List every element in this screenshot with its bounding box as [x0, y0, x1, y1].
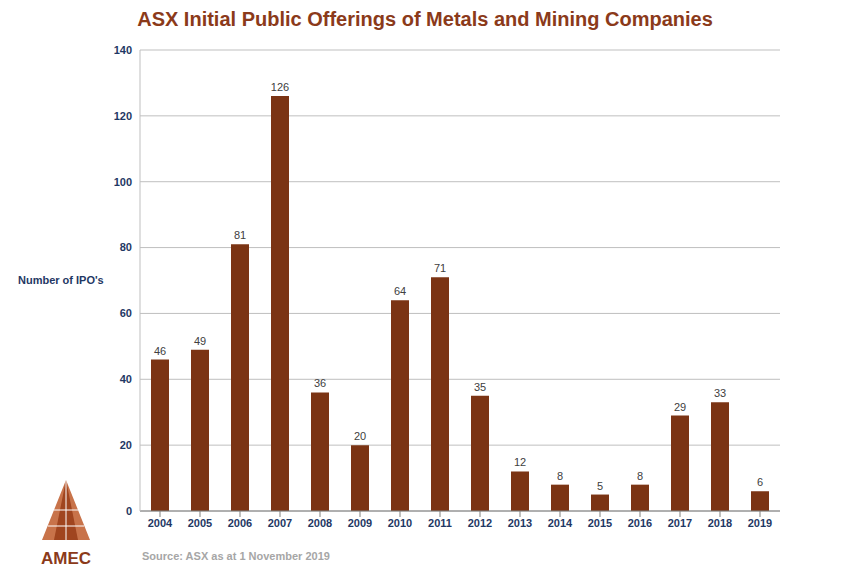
svg-text:2014: 2014	[548, 517, 573, 529]
svg-text:2016: 2016	[628, 517, 652, 529]
svg-text:2011: 2011	[428, 517, 452, 529]
svg-text:2009: 2009	[348, 517, 372, 529]
svg-text:2010: 2010	[388, 517, 412, 529]
svg-text:36: 36	[314, 377, 326, 389]
svg-text:71: 71	[434, 262, 446, 274]
html-text:ASX Initial Public Offerings o: ASX Initial Public Offerings of Metals a…	[137, 8, 713, 30]
svg-text:2019: 2019	[748, 517, 772, 529]
svg-text:64: 64	[394, 285, 406, 297]
svg-text:20: 20	[354, 430, 366, 442]
svg-text:2015: 2015	[588, 517, 612, 529]
svg-text:2004: 2004	[148, 517, 173, 529]
svg-text:29: 29	[674, 401, 686, 413]
svg-text:8: 8	[557, 470, 563, 482]
svg-text:AMEC: AMEC	[41, 549, 91, 568]
svg-text:81: 81	[234, 229, 246, 241]
svg-text:60: 60	[120, 307, 132, 319]
html-text:Source: ASX as at 1 November 2: Source: ASX as at 1 November 2019	[142, 550, 330, 562]
svg-text:0: 0	[126, 505, 132, 517]
svg-text:2013: 2013	[508, 517, 532, 529]
svg-text:2012: 2012	[468, 517, 492, 529]
svg-text:5: 5	[597, 480, 603, 492]
svg-text:8: 8	[637, 470, 643, 482]
svg-text:120: 120	[114, 110, 132, 122]
svg-text:2006: 2006	[228, 517, 252, 529]
svg-text:140: 140	[114, 44, 132, 56]
svg-text:2005: 2005	[188, 517, 212, 529]
svg-text:12: 12	[514, 456, 526, 468]
svg-text:2008: 2008	[308, 517, 332, 529]
svg-text:33: 33	[714, 387, 726, 399]
svg-text:100: 100	[114, 176, 132, 188]
svg-text:20: 20	[120, 439, 132, 451]
svg-text:49: 49	[194, 335, 206, 347]
svg-text:46: 46	[154, 345, 166, 357]
svg-text:2017: 2017	[668, 517, 692, 529]
svg-text:6: 6	[757, 476, 763, 488]
html-text:Number of IPO's: Number of IPO's	[18, 274, 104, 286]
svg-text:80: 80	[120, 241, 132, 253]
svg-text:40: 40	[120, 373, 132, 385]
svg-text:126: 126	[271, 81, 289, 93]
svg-text:2018: 2018	[708, 517, 732, 529]
svg-text:2007: 2007	[268, 517, 292, 529]
svg-text:35: 35	[474, 381, 486, 393]
